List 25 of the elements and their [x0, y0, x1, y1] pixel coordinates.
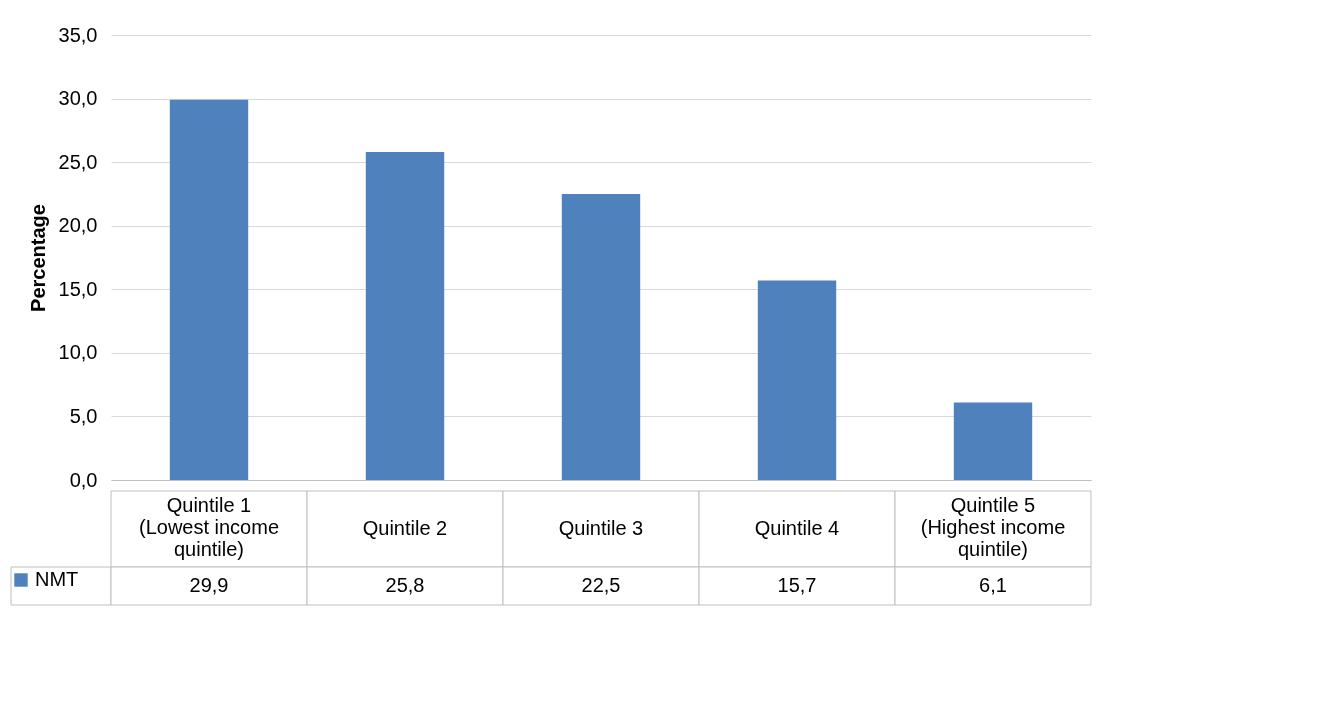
- data-label: 22,5: [581, 574, 621, 596]
- y-axis-title: Percentage: [26, 204, 49, 312]
- y-tick-label: 35,0: [58, 23, 98, 46]
- x-tick-label: Quintile 3: [558, 517, 644, 539]
- y-tick-label: 20,0: [58, 214, 98, 237]
- data-label: 15,7: [777, 574, 817, 596]
- data-label: 6,1: [979, 574, 1007, 596]
- bar: [953, 402, 1033, 480]
- bar: [365, 151, 445, 480]
- y-tick-label: 5,0: [69, 404, 98, 427]
- data-label: 29,9: [189, 574, 229, 596]
- bar: [561, 193, 641, 480]
- x-tick-label: Quintile 2: [362, 517, 448, 539]
- x-tick-label: Quintile 5 (Highest income quintile): [920, 494, 1066, 560]
- y-tick-label: 15,0: [58, 277, 98, 300]
- legend-label: NMT: [35, 568, 79, 590]
- bar: [169, 99, 249, 480]
- y-tick-label: 0,0: [69, 468, 98, 491]
- y-tick-label: 30,0: [58, 87, 98, 110]
- y-tick-label: 25,0: [58, 150, 98, 173]
- y-tick-label: 10,0: [58, 341, 98, 364]
- bar: [757, 280, 837, 480]
- x-tick-label: Quintile 1 (Lowest income quintile): [138, 494, 280, 560]
- data-label: 25,8: [385, 574, 425, 596]
- x-tick-label: Quintile 4: [754, 517, 840, 539]
